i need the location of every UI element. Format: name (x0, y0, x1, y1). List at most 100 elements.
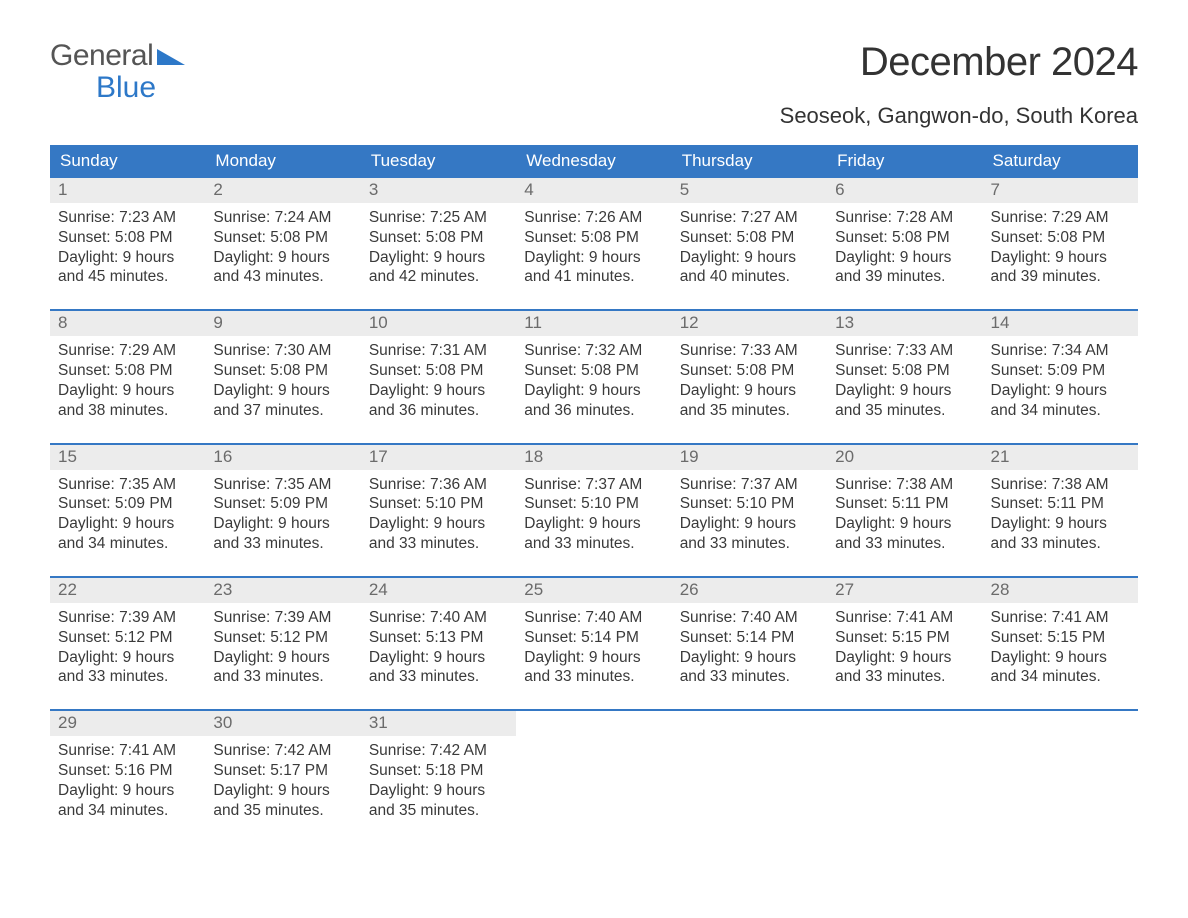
day-number-empty (983, 711, 1138, 736)
day-details: Sunrise: 7:35 AMSunset: 5:09 PMDaylight:… (205, 470, 360, 554)
day-of-week-header: SundayMondayTuesdayWednesdayThursdayFrid… (50, 145, 1138, 178)
day-cell: 26Sunrise: 7:40 AMSunset: 5:14 PMDayligh… (672, 578, 827, 687)
sunrise-line: Sunrise: 7:41 AM (835, 608, 974, 628)
day-cell (672, 711, 827, 820)
dow-saturday: Saturday (983, 145, 1138, 178)
day-details: Sunrise: 7:27 AMSunset: 5:08 PMDaylight:… (672, 203, 827, 287)
sunrise-line: Sunrise: 7:38 AM (991, 475, 1130, 495)
sunset-line: Sunset: 5:11 PM (835, 494, 974, 514)
sunset-line: Sunset: 5:08 PM (524, 228, 663, 248)
day-number: 3 (361, 178, 516, 203)
sunset-line: Sunset: 5:08 PM (680, 228, 819, 248)
day-details: Sunrise: 7:29 AMSunset: 5:08 PMDaylight:… (983, 203, 1138, 287)
day-cell: 21 Sunrise: 7:38 AMSunset: 5:11 PMDayligh… (983, 445, 1138, 554)
daylight-line: Daylight: 9 hours and 33 minutes. (58, 648, 197, 688)
logo-word-1: General (50, 40, 153, 72)
logo-word-2: Blue (50, 72, 185, 104)
day-cell: 25Sunrise: 7:40 AMSunset: 5:14 PMDayligh… (516, 578, 671, 687)
week-row: 29Sunrise: 7:41 AMSunset: 5:16 PMDayligh… (50, 709, 1138, 820)
sunset-line: Sunset: 5:15 PM (835, 628, 974, 648)
sunset-line: Sunset: 5:09 PM (991, 361, 1130, 381)
sunrise-line: Sunrise: 7:36 AM (369, 475, 508, 495)
day-details: Sunrise: 7:40 AMSunset: 5:14 PMDaylight:… (672, 603, 827, 687)
sunset-line: Sunset: 5:14 PM (524, 628, 663, 648)
sunrise-line: Sunrise: 7:42 AM (369, 741, 508, 761)
day-cell: 30Sunrise: 7:42 AMSunset: 5:17 PMDayligh… (205, 711, 360, 820)
daylight-line: Daylight: 9 hours and 34 minutes. (991, 381, 1130, 421)
month-title: December 2024 (780, 40, 1138, 85)
sunset-line: Sunset: 5:08 PM (369, 228, 508, 248)
day-cell: 24Sunrise: 7:40 AMSunset: 5:13 PMDayligh… (361, 578, 516, 687)
sunrise-line: Sunrise: 7:26 AM (524, 208, 663, 228)
day-cell (983, 711, 1138, 820)
sunrise-line: Sunrise: 7:37 AM (680, 475, 819, 495)
day-number: 26 (672, 578, 827, 603)
daylight-line: Daylight: 9 hours and 39 minutes. (991, 248, 1130, 288)
day-details: Sunrise: 7:41 AMSunset: 5:15 PMDaylight:… (983, 603, 1138, 687)
daylight-line: Daylight: 9 hours and 34 minutes. (58, 781, 197, 821)
day-details: Sunrise: 7:28 AMSunset: 5:08 PMDaylight:… (827, 203, 982, 287)
sunrise-line: Sunrise: 7:33 AM (835, 341, 974, 361)
day-number: 7 (983, 178, 1138, 203)
daylight-line: Daylight: 9 hours and 35 minutes. (369, 781, 508, 821)
day-number: 30 (205, 711, 360, 736)
sunrise-line: Sunrise: 7:35 AM (213, 475, 352, 495)
day-number: 1 (50, 178, 205, 203)
day-number: 9 (205, 311, 360, 336)
day-details: Sunrise: 7:40 AMSunset: 5:13 PMDaylight:… (361, 603, 516, 687)
daylight-line: Daylight: 9 hours and 33 minutes. (213, 514, 352, 554)
day-details: Sunrise: 7:29 AMSunset: 5:08 PMDaylight:… (50, 336, 205, 420)
daylight-line: Daylight: 9 hours and 33 minutes. (524, 648, 663, 688)
day-details: Sunrise: 7:24 AMSunset: 5:08 PMDaylight:… (205, 203, 360, 287)
day-details: Sunrise: 7:38 AMSunset: 5:11 PMDaylight:… (827, 470, 982, 554)
day-number: 21 (983, 445, 1138, 470)
day-number: 5 (672, 178, 827, 203)
logo-flag-icon (157, 49, 185, 65)
daylight-line: Daylight: 9 hours and 33 minutes. (991, 514, 1130, 554)
day-number: 10 (361, 311, 516, 336)
sunrise-line: Sunrise: 7:40 AM (524, 608, 663, 628)
daylight-line: Daylight: 9 hours and 36 minutes. (524, 381, 663, 421)
sunrise-line: Sunrise: 7:23 AM (58, 208, 197, 228)
sunrise-line: Sunrise: 7:29 AM (58, 341, 197, 361)
week-row: 8Sunrise: 7:29 AMSunset: 5:08 PMDaylight… (50, 309, 1138, 420)
day-number: 15 (50, 445, 205, 470)
sunset-line: Sunset: 5:11 PM (991, 494, 1130, 514)
day-number: 18 (516, 445, 671, 470)
daylight-line: Daylight: 9 hours and 33 minutes. (369, 514, 508, 554)
day-details: Sunrise: 7:40 AMSunset: 5:14 PMDaylight:… (516, 603, 671, 687)
day-cell: 19Sunrise: 7:37 AMSunset: 5:10 PMDayligh… (672, 445, 827, 554)
sunset-line: Sunset: 5:08 PM (524, 361, 663, 381)
sunrise-line: Sunrise: 7:40 AM (369, 608, 508, 628)
day-cell: 13Sunrise: 7:33 AMSunset: 5:08 PMDayligh… (827, 311, 982, 420)
day-number: 16 (205, 445, 360, 470)
dow-monday: Monday (205, 145, 360, 178)
day-cell: 9Sunrise: 7:30 AMSunset: 5:08 PMDaylight… (205, 311, 360, 420)
sunset-line: Sunset: 5:09 PM (58, 494, 197, 514)
dow-friday: Friday (827, 145, 982, 178)
day-number: 19 (672, 445, 827, 470)
day-details: Sunrise: 7:25 AMSunset: 5:08 PMDaylight:… (361, 203, 516, 287)
day-cell (516, 711, 671, 820)
day-cell: 6Sunrise: 7:28 AMSunset: 5:08 PMDaylight… (827, 178, 982, 287)
day-number: 13 (827, 311, 982, 336)
week-row: 22Sunrise: 7:39 AMSunset: 5:12 PMDayligh… (50, 576, 1138, 687)
sunset-line: Sunset: 5:08 PM (991, 228, 1130, 248)
day-details: Sunrise: 7:41 AMSunset: 5:15 PMDaylight:… (827, 603, 982, 687)
day-details: Sunrise: 7:23 AMSunset: 5:08 PMDaylight:… (50, 203, 205, 287)
daylight-line: Daylight: 9 hours and 43 minutes. (213, 248, 352, 288)
day-details: Sunrise: 7:37 AMSunset: 5:10 PMDaylight:… (516, 470, 671, 554)
logo: General Blue (50, 40, 185, 103)
daylight-line: Daylight: 9 hours and 35 minutes. (213, 781, 352, 821)
daylight-line: Daylight: 9 hours and 33 minutes. (213, 648, 352, 688)
day-cell: 16Sunrise: 7:35 AMSunset: 5:09 PMDayligh… (205, 445, 360, 554)
sunrise-line: Sunrise: 7:38 AM (835, 475, 974, 495)
daylight-line: Daylight: 9 hours and 41 minutes. (524, 248, 663, 288)
daylight-line: Daylight: 9 hours and 35 minutes. (680, 381, 819, 421)
day-number: 2 (205, 178, 360, 203)
day-number: 12 (672, 311, 827, 336)
day-cell: 7Sunrise: 7:29 AMSunset: 5:08 PMDaylight… (983, 178, 1138, 287)
sunset-line: Sunset: 5:13 PM (369, 628, 508, 648)
sunset-line: Sunset: 5:18 PM (369, 761, 508, 781)
day-cell: 2Sunrise: 7:24 AMSunset: 5:08 PMDaylight… (205, 178, 360, 287)
